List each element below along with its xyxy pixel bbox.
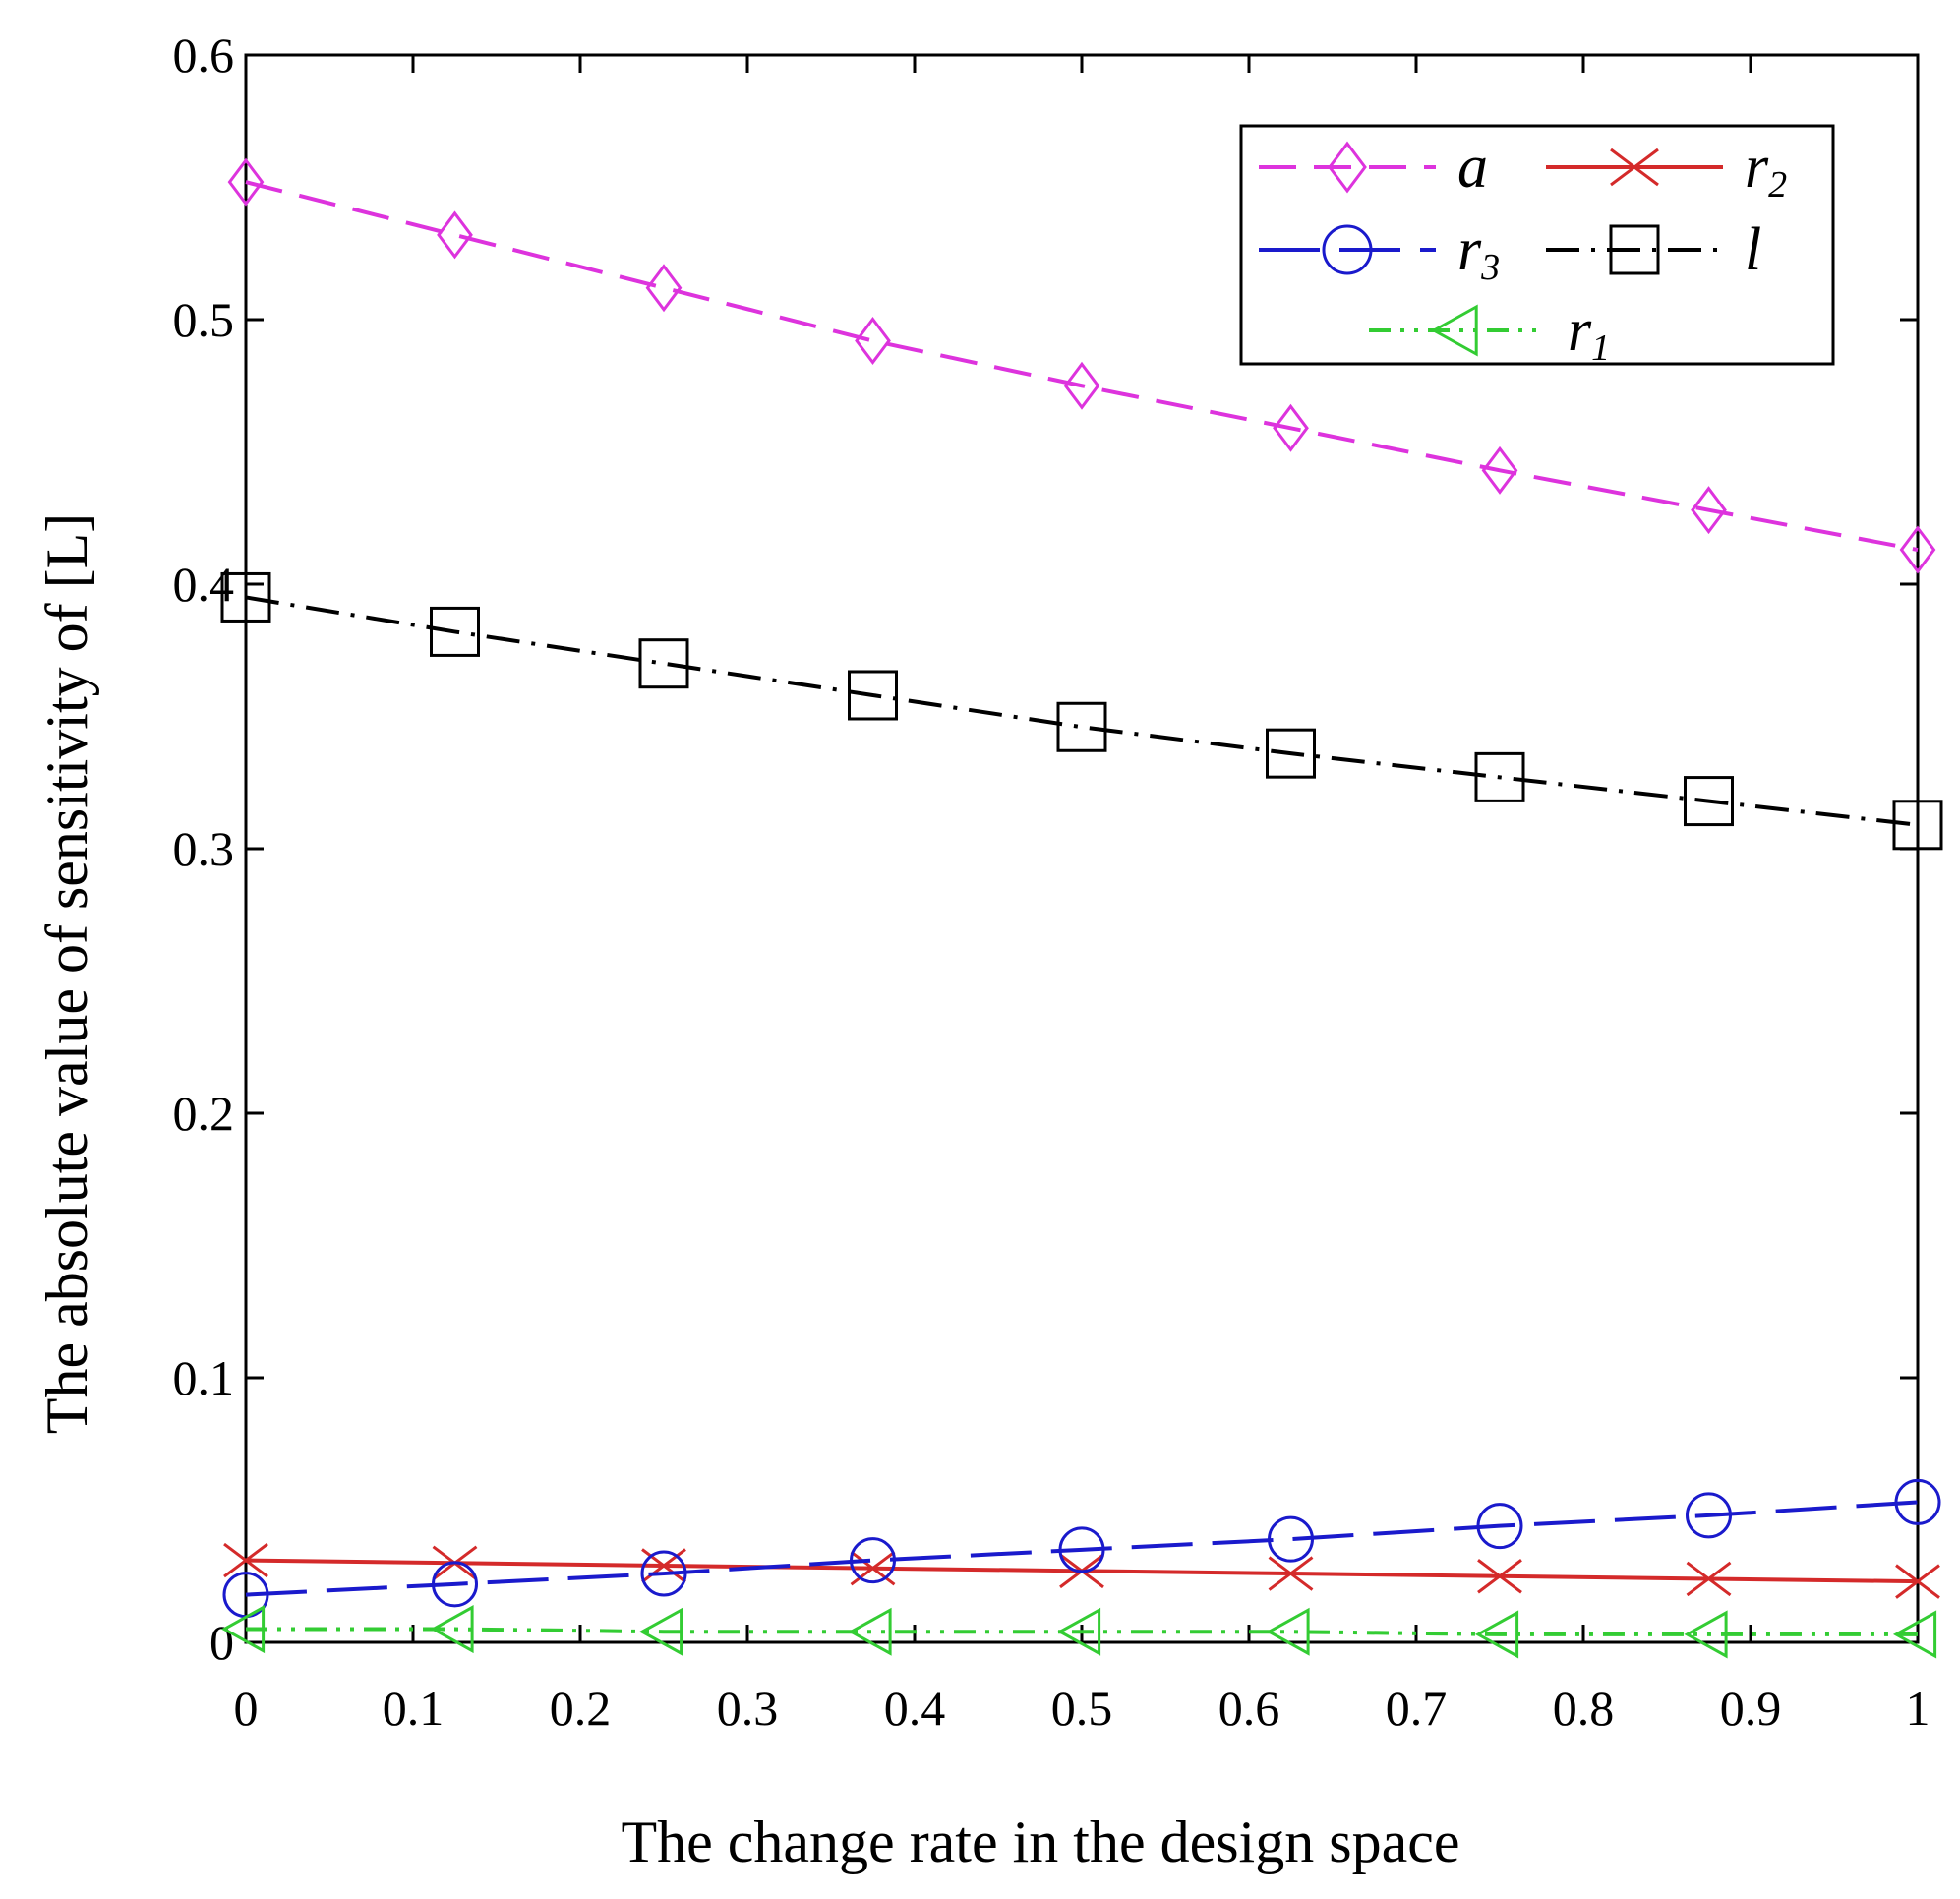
- data-point-r2: [223, 1542, 268, 1578]
- data-point-r3: [850, 1537, 896, 1584]
- y-tick-label: 0.1: [173, 1350, 235, 1405]
- data-point-r2: [1268, 1556, 1314, 1591]
- legend-item-l: l: [1546, 216, 1761, 283]
- y-tick-label: 0: [209, 1615, 234, 1670]
- y-axis: 0 0.1 0.2 0.3 0.4 0.5 0.6: [173, 28, 1918, 1670]
- x-tick-label: 0: [234, 1681, 259, 1736]
- series-layer: [220, 157, 1943, 1659]
- data-point-a: [1899, 525, 1936, 574]
- x-tick-label: 0.3: [717, 1681, 779, 1736]
- data-point-r2: [1686, 1561, 1732, 1597]
- data-point-r3: [640, 1550, 687, 1597]
- data-point-r2: [1477, 1559, 1522, 1594]
- data-point-l: [1684, 776, 1734, 827]
- legend-subscript: 1: [1591, 327, 1610, 369]
- legend-item-a: a: [1259, 134, 1488, 201]
- data-point-r1: [1684, 1610, 1728, 1659]
- data-point-r1: [1266, 1607, 1310, 1656]
- legend-subscript: 2: [1768, 164, 1787, 206]
- data-point-r1: [1474, 1610, 1519, 1659]
- data-point-r2: [1895, 1564, 1940, 1599]
- series-line-r3: [245, 1500, 1919, 1597]
- data-point-l: [1056, 701, 1107, 752]
- y-tick-label: 0.6: [173, 28, 235, 83]
- y-tick-label: 0.5: [173, 292, 235, 347]
- legend: a r2 r3 l r1: [1239, 124, 1835, 369]
- data-point-r1: [848, 1607, 892, 1656]
- x-axis: 0 0.1 0.2 0.3 0.4 0.5 0.6 0.7 0.8 0.9 1: [234, 55, 1930, 1736]
- x-axis-title: The change rate in the design space: [622, 1810, 1460, 1874]
- series-line-a: [245, 180, 1919, 552]
- data-point-a: [437, 210, 473, 260]
- legend-label-l: l: [1745, 216, 1761, 283]
- x-tick-label: 0.7: [1386, 1681, 1448, 1736]
- data-point-r1: [430, 1605, 474, 1654]
- data-point-r2: [850, 1550, 896, 1586]
- legend-marker-r2: [1610, 148, 1659, 187]
- data-point-l: [848, 670, 898, 721]
- x-tick-label: 1: [1906, 1681, 1930, 1736]
- y-tick-label: 0.3: [173, 821, 235, 876]
- series-line-l: [245, 595, 1919, 827]
- data-point-l: [430, 606, 480, 657]
- data-point-l: [1892, 800, 1943, 851]
- data-point-a: [645, 264, 683, 313]
- legend-label-a: a: [1457, 134, 1488, 201]
- data-point-r3: [432, 1561, 478, 1608]
- data-point-r3: [1686, 1492, 1732, 1539]
- legend-item-r2: r2: [1546, 134, 1787, 206]
- x-tick-label: 0.5: [1051, 1681, 1113, 1736]
- data-point-a: [855, 317, 891, 366]
- x-tick-label: 0.8: [1553, 1681, 1615, 1736]
- series-r1: [220, 1605, 1937, 1659]
- series-l: [220, 571, 1943, 851]
- data-point-r3: [1268, 1515, 1314, 1563]
- data-point-r3: [1058, 1526, 1105, 1573]
- x-tick-label: 0.9: [1720, 1681, 1782, 1736]
- data-point-r1: [638, 1607, 683, 1656]
- data-point-r3: [1894, 1478, 1941, 1525]
- x-tick-label: 0.1: [383, 1681, 445, 1736]
- y-tick-label: 0.2: [173, 1086, 235, 1141]
- data-point-a: [1273, 403, 1309, 452]
- legend-marker-r1: [1430, 304, 1478, 357]
- series-a: [227, 157, 1936, 574]
- data-point-a: [1063, 361, 1100, 410]
- data-point-l: [1266, 728, 1316, 779]
- data-point-r2: [641, 1548, 686, 1583]
- legend-item-r3: r3: [1259, 216, 1500, 288]
- data-point-l: [1474, 751, 1525, 802]
- legend-item-r1: r1: [1369, 297, 1610, 369]
- y-tick-label: 0.4: [173, 557, 235, 612]
- data-point-r1: [220, 1605, 266, 1654]
- data-point-r3: [1476, 1503, 1523, 1550]
- data-point-l: [220, 571, 271, 623]
- series-r3: [222, 1478, 1941, 1619]
- series-line-r1: [246, 1627, 1918, 1636]
- data-point-r1: [1056, 1607, 1101, 1656]
- legend-label-r1: r1: [1568, 297, 1610, 369]
- legend-marker-l: [1609, 224, 1660, 275]
- x-tick-label: 0.4: [884, 1681, 946, 1736]
- data-point-a: [1691, 486, 1727, 535]
- legend-label-r2: r2: [1745, 134, 1787, 206]
- legend-subscript: 3: [1480, 247, 1500, 288]
- data-point-a: [227, 157, 265, 207]
- data-point-a: [1481, 445, 1518, 495]
- x-tick-label: 0.6: [1218, 1681, 1280, 1736]
- legend-marker-a: [1328, 141, 1367, 194]
- y-axis-title: The absolute value of sensitivity of [L]: [34, 513, 99, 1434]
- legend-marker-r3: [1322, 224, 1373, 275]
- data-point-r1: [1892, 1610, 1937, 1659]
- data-point-l: [638, 638, 689, 689]
- x-tick-label: 0.2: [550, 1681, 612, 1736]
